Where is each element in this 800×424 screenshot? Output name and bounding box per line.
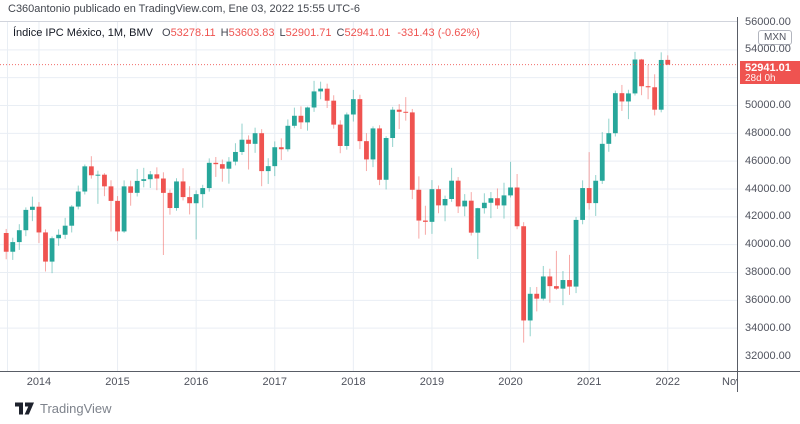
- year-label: 2016: [183, 376, 209, 388]
- close-value: 52941.01: [344, 27, 391, 39]
- price-tick: 42000.00: [745, 210, 791, 223]
- change-value: -331.43 (-0.62%): [397, 27, 480, 39]
- edge-month-label: Nov: [722, 376, 737, 388]
- symbol-title[interactable]: Índice IPC México, 1M, BMV: [13, 27, 153, 39]
- candlestick-chart: [0, 21, 737, 371]
- year-label: 2019: [419, 376, 445, 388]
- close-label: C: [336, 27, 345, 39]
- time-axis-separator: [0, 371, 800, 372]
- year-label: 2022: [655, 376, 680, 388]
- snapshot-title: C360antonio publicado en TradingView.com…: [8, 3, 361, 15]
- currency-badge[interactable]: MXN: [758, 30, 793, 45]
- year-label: 2021: [576, 376, 602, 388]
- price-tick: 38000.00: [745, 266, 791, 278]
- price-tick: 32000.00: [745, 349, 791, 362]
- time-scale[interactable]: 2014 2015 2016 2017 2018 2019 2020 2021 2022 Nov: [0, 372, 737, 394]
- price-tick: 48000.00: [745, 126, 791, 139]
- open-label: O: [162, 27, 171, 39]
- price-tick: 56000.00: [745, 15, 791, 28]
- price-tick: 54000.00: [745, 43, 791, 56]
- low-label: L: [279, 27, 286, 39]
- tradingview-logo-icon: [15, 402, 34, 415]
- price-tick: 40000.00: [745, 238, 791, 251]
- low-value: 52901.71: [285, 27, 332, 39]
- price-tick: 34000.00: [745, 321, 791, 334]
- high-label: H: [220, 27, 229, 39]
- price-tick: 36000.00: [745, 293, 791, 306]
- last-price-value: 52941.01: [745, 62, 791, 74]
- tradingview-logo-text: TradingView: [40, 401, 112, 416]
- bar-countdown: 28d 0h: [745, 73, 776, 84]
- chart-pane[interactable]: Índice IPC México, 1M, BMV O 53278.11 H 53…: [0, 0, 738, 371]
- year-label: 2020: [498, 376, 523, 388]
- price-tick: 46000.00: [745, 154, 791, 167]
- price-scale[interactable]: MXN 52941.01 28d 0h 56000.00 54000.00 5000…: [738, 0, 800, 371]
- tradingview-branding[interactable]: TradingView: [15, 401, 112, 416]
- year-label: 2014: [26, 376, 52, 388]
- price-tick: 50000.00: [745, 99, 791, 111]
- year-label: 2018: [341, 376, 366, 388]
- symbol-legend: Índice IPC México, 1M, BMV O 53278.11 H 53…: [13, 27, 480, 39]
- open-value: 53278.11: [170, 27, 216, 39]
- price-axis-separator: [737, 17, 738, 392]
- year-label: 2015: [105, 376, 130, 388]
- high-value: 53603.83: [228, 27, 275, 39]
- last-price-label: 52941.01 28d 0h: [740, 61, 800, 84]
- year-label: 2017: [262, 376, 287, 388]
- price-tick: 44000.00: [745, 182, 791, 195]
